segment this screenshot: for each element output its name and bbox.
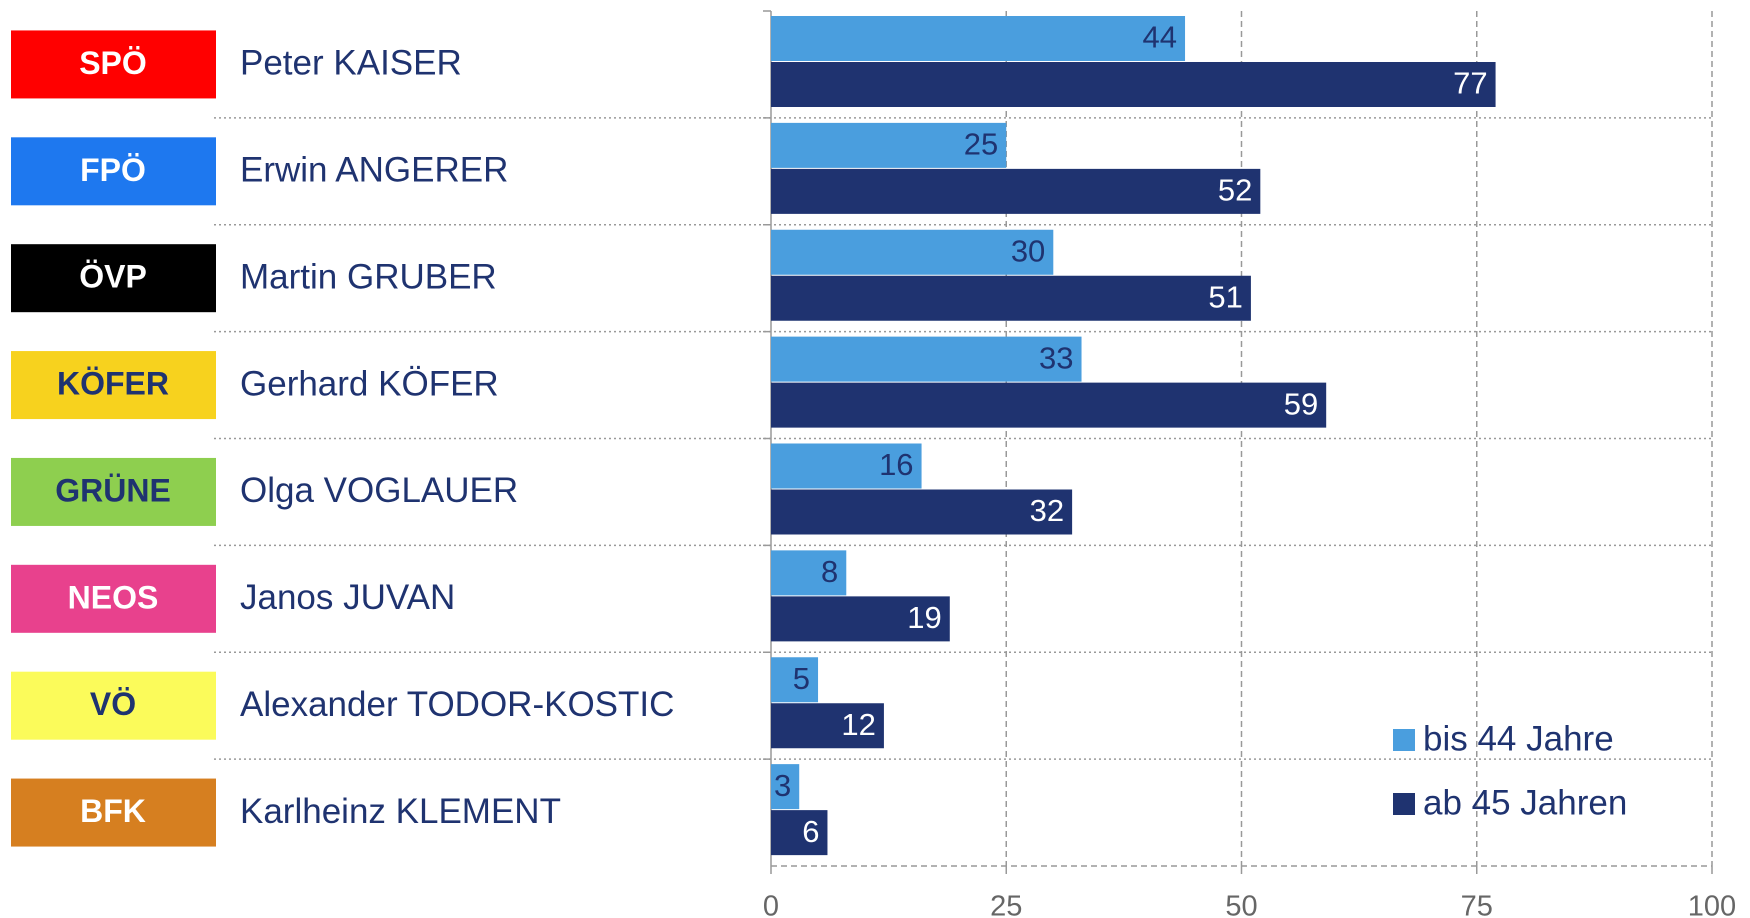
x-tick-label: 0 bbox=[763, 891, 779, 918]
legend-label: ab 45 Jahren bbox=[1423, 783, 1627, 822]
value-label: 19 bbox=[907, 600, 941, 635]
value-label: 32 bbox=[1030, 493, 1064, 528]
value-label: 52 bbox=[1218, 173, 1252, 208]
bar bbox=[771, 62, 1496, 107]
value-label: 3 bbox=[774, 768, 791, 803]
x-tick-label: 75 bbox=[1461, 891, 1493, 918]
party-badge bbox=[11, 457, 216, 526]
x-tick-label: 100 bbox=[1688, 891, 1736, 918]
party-badge bbox=[11, 137, 216, 206]
bar bbox=[771, 336, 1082, 382]
party-badge bbox=[11, 30, 216, 99]
value-label: 30 bbox=[1011, 233, 1045, 268]
party-badge bbox=[11, 671, 216, 740]
category-label: Karlheinz KLEMENT bbox=[240, 792, 561, 831]
party-label: GRÜNE bbox=[55, 472, 171, 508]
category-label: Martin GRUBER bbox=[240, 257, 497, 296]
category-label: Erwin ANGERER bbox=[240, 151, 508, 190]
party-label: NEOS bbox=[68, 579, 159, 615]
party-badge bbox=[11, 778, 216, 847]
bar bbox=[771, 275, 1251, 321]
party-label: FPÖ bbox=[80, 152, 146, 188]
bar bbox=[771, 810, 828, 856]
bar bbox=[771, 703, 884, 749]
bar bbox=[771, 229, 1054, 275]
value-label: 6 bbox=[802, 814, 819, 849]
category-label: Janos JUVAN bbox=[240, 578, 455, 617]
value-label: 51 bbox=[1208, 279, 1242, 314]
value-label: 33 bbox=[1039, 340, 1073, 375]
party-label: SPÖ bbox=[79, 45, 147, 81]
legend-swatch bbox=[1393, 793, 1415, 815]
party-badge bbox=[11, 351, 216, 420]
legend-label: bis 44 Jahre bbox=[1423, 719, 1614, 758]
value-label: 12 bbox=[841, 707, 875, 742]
party-badge bbox=[11, 244, 216, 313]
party-label: ÖVP bbox=[79, 259, 147, 295]
value-label: 77 bbox=[1453, 66, 1487, 101]
value-label: 25 bbox=[964, 127, 998, 162]
bar bbox=[771, 168, 1261, 214]
value-label: 5 bbox=[793, 661, 810, 696]
category-label: Peter KAISER bbox=[240, 44, 462, 83]
category-label: Alexander TODOR-KOSTIC bbox=[240, 685, 674, 724]
x-tick-label: 50 bbox=[1225, 891, 1257, 918]
bar bbox=[771, 764, 800, 810]
bar bbox=[771, 596, 950, 642]
party-label: KÖFER bbox=[57, 366, 169, 402]
party-label: BFK bbox=[80, 793, 146, 829]
bar bbox=[771, 550, 847, 596]
value-label: 44 bbox=[1143, 20, 1177, 55]
value-label: 8 bbox=[821, 554, 838, 589]
party-label: VÖ bbox=[90, 686, 136, 722]
bar bbox=[771, 16, 1186, 61]
bar bbox=[771, 122, 1007, 168]
party-badge bbox=[11, 564, 216, 633]
legend-swatch bbox=[1393, 729, 1415, 751]
bar bbox=[771, 657, 819, 703]
x-tick-label: 25 bbox=[990, 891, 1022, 918]
category-label: Olga VOGLAUER bbox=[240, 471, 518, 510]
bar bbox=[771, 443, 922, 489]
category-label: Gerhard KÖFER bbox=[240, 364, 499, 403]
value-label: 59 bbox=[1284, 386, 1318, 421]
bar bbox=[771, 382, 1327, 428]
bar bbox=[771, 489, 1073, 535]
value-label: 16 bbox=[879, 447, 913, 482]
